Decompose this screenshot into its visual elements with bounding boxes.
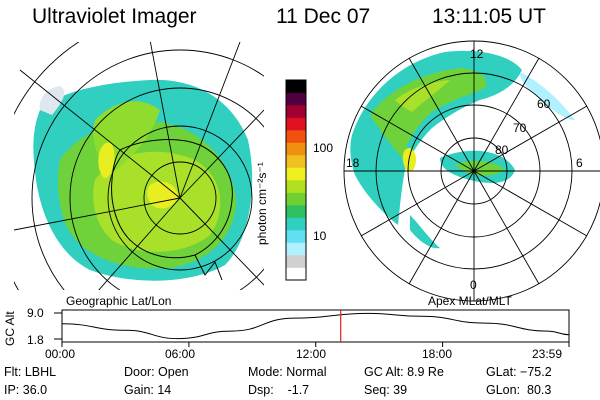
magnetic-label: Apex MLat/MLT [428, 294, 512, 308]
geographic-label: Geographic Lat/Lon [66, 294, 172, 308]
orbit-xtick-1800: 18:00 [422, 347, 453, 361]
colorbar-tick-100: 100 [313, 141, 334, 155]
glon-value: GLon: 80.3 [486, 383, 552, 397]
colorbar-segment [286, 205, 306, 218]
gain-value: Gain: 14 [124, 383, 172, 397]
instrument-title: Ultraviolet Imager [32, 5, 197, 28]
colorbar [286, 80, 306, 281]
colorbar-frame [285, 79, 307, 281]
colorbar-segment [286, 142, 306, 156]
colorbar-segment [286, 167, 306, 181]
mlat-label-70: 70 [513, 121, 527, 135]
mlt-label-6: 6 [576, 156, 583, 170]
colorbar-units-label: photon cm⁻²s⁻¹ [255, 162, 269, 245]
mlat-label-60: 60 [537, 97, 551, 111]
seq-value: Seq: 39 [364, 383, 408, 397]
ip-value: IP: 36.0 [4, 383, 48, 397]
colorbar-tick-10: 10 [313, 229, 327, 243]
mlat-label-80: 80 [495, 143, 509, 157]
dsp-value: Dsp: -1.7 [248, 383, 310, 397]
colorbar-segment [286, 155, 306, 168]
observation-date: 11 Dec 07 [276, 5, 371, 28]
mlt-label-18: 18 [346, 156, 360, 170]
magnetic-image [350, 50, 575, 249]
orbit-plot-frame [61, 309, 570, 343]
polar-grid [343, 40, 600, 302]
colorbar-segment [286, 130, 306, 143]
colorbar-segment [286, 217, 306, 231]
mode-value: Mode: Normal [248, 365, 327, 379]
orbit-ylabel: GC Alt [3, 311, 17, 346]
colorbar-segment [286, 117, 306, 131]
gc-alt-value: GC Alt: 8.9 Re [364, 365, 444, 379]
orbit-xtick-0000: 00:00 [45, 347, 76, 361]
colorbar-segment [286, 80, 306, 93]
colorbar-segment [286, 192, 306, 206]
gc-altitude-line [61, 312, 570, 340]
orbit-ytick-1-8: 1.8 [27, 333, 44, 347]
filter-value: Flt: LBHL [4, 365, 57, 379]
mlt-label-12: 12 [470, 47, 484, 61]
mlt-label-0: 0 [470, 278, 477, 292]
colorbar-segment [286, 255, 306, 268]
colorbar-segment [286, 180, 306, 193]
observation-time: 13:11:05 UT [432, 5, 547, 28]
door-value: Door: Open [124, 365, 189, 379]
orbit-xtick-0600: 06:00 [165, 347, 196, 361]
glat-value: GLat: −75.2 [486, 365, 552, 379]
colorbar-segment [286, 267, 306, 281]
colorbar-segment [286, 230, 306, 243]
colorbar-segment [286, 105, 306, 118]
orbit-xtick-2359: 23:59 [532, 347, 563, 361]
geographic-image [14, 42, 264, 290]
orbit-xtick-1200: 12:00 [296, 347, 327, 361]
colorbar-segment [286, 92, 306, 106]
colorbar-segment [286, 242, 306, 256]
orbit-ytick-9: 9.0 [27, 306, 44, 320]
